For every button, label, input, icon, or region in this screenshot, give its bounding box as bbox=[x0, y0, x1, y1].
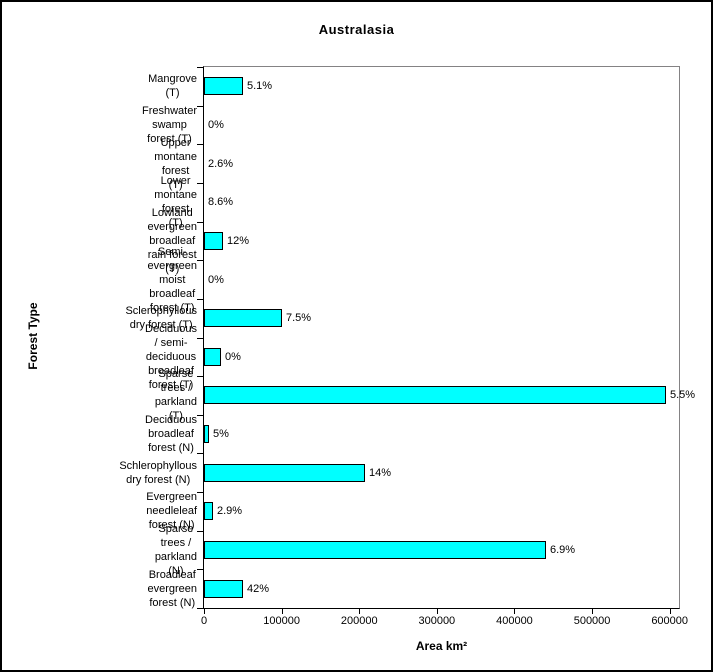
x-axis-tick-label: 0 bbox=[200, 615, 208, 627]
x-axis-tick bbox=[669, 608, 671, 614]
bar bbox=[204, 502, 213, 520]
category-label: Lowland evergreen broadleaf rain forest … bbox=[147, 206, 198, 275]
x-axis-tick-label: 200000 bbox=[340, 615, 378, 627]
bar-value-label: 0% bbox=[208, 274, 224, 286]
plot-area: Area km² 0 100000 200000 300000 400000 500000… bbox=[119, 66, 695, 653]
y-axis-tick bbox=[197, 338, 204, 339]
y-axis-tick bbox=[197, 492, 204, 493]
y-axis-tick bbox=[197, 531, 204, 532]
bar-value-label: 8.6% bbox=[208, 196, 234, 208]
y-axis-tick bbox=[197, 67, 204, 68]
category-label: Upper montane forest (T) bbox=[154, 136, 198, 191]
y-axis-tick bbox=[197, 453, 204, 454]
y-axis-tick bbox=[197, 260, 204, 261]
bar bbox=[204, 386, 666, 404]
x-axis-tick-label: 400000 bbox=[496, 615, 533, 627]
y-axis-tick bbox=[197, 106, 204, 107]
x-axis-tick bbox=[436, 608, 438, 614]
x-axis-tick bbox=[592, 608, 594, 614]
bar bbox=[204, 309, 282, 327]
y-axis-tick bbox=[197, 569, 204, 570]
chart-title: Australasia bbox=[318, 22, 395, 37]
category-label: Schlerophyllous dry forest (N) bbox=[119, 459, 197, 486]
y-axis-tick bbox=[197, 415, 204, 416]
category-label: Deciduous / semi-deciduous broadleaf for… bbox=[145, 322, 197, 391]
y-axis-tick bbox=[197, 144, 204, 145]
bar-value-label: 42% bbox=[247, 583, 270, 595]
bar bbox=[204, 541, 546, 559]
bar bbox=[204, 348, 221, 366]
y-axis-tick bbox=[197, 222, 204, 223]
x-axis-tick-label: 300000 bbox=[418, 615, 456, 627]
category-label: Evergreen needleleaf forest (N) bbox=[146, 491, 198, 532]
category-label: Mangrove (T) bbox=[148, 73, 197, 100]
y-axis-tick bbox=[197, 183, 204, 184]
category-label: Sparse trees / parkland (T) bbox=[154, 368, 198, 423]
y-axis-tick bbox=[197, 376, 204, 377]
bar bbox=[204, 425, 209, 443]
bar-value-label: 2.9% bbox=[217, 505, 243, 517]
bar bbox=[204, 580, 243, 598]
bar-value-label: 12% bbox=[227, 235, 250, 247]
x-axis-tick bbox=[281, 608, 283, 614]
bar-value-label: 14% bbox=[369, 467, 392, 479]
bar-value-label: 0% bbox=[208, 119, 224, 131]
x-axis-title: Area km² bbox=[415, 639, 468, 653]
x-axis-tick-label: 500000 bbox=[573, 615, 611, 627]
x-axis-tick bbox=[514, 608, 516, 614]
x-axis-tick-label: 100000 bbox=[263, 615, 300, 627]
bar bbox=[204, 232, 223, 250]
category-label: Lower montane forest (T) bbox=[154, 175, 198, 230]
category-label: Broadleaf evergreen forest (N) bbox=[147, 568, 198, 609]
bar-value-label: 2.6% bbox=[208, 158, 234, 170]
category-label: Sclerophyllous dry forest (T) bbox=[125, 305, 197, 332]
bar bbox=[204, 77, 243, 95]
bar bbox=[204, 464, 365, 482]
x-axis-tick-label: 600000 bbox=[651, 615, 689, 627]
bar-value-label: 5.5% bbox=[670, 389, 696, 401]
y-axis-title: Forest Type bbox=[26, 302, 40, 370]
bar-value-label: 5% bbox=[213, 428, 229, 440]
bar-value-label: 7.5% bbox=[286, 312, 312, 324]
x-axis-tick bbox=[359, 608, 361, 614]
y-axis-tick bbox=[197, 608, 204, 609]
category-label: Sparse trees / parkland (N) bbox=[154, 523, 198, 578]
bar-value-label: 6.9% bbox=[550, 544, 576, 556]
bar-value-label: 5.1% bbox=[247, 80, 273, 92]
y-axis-tick bbox=[197, 299, 204, 300]
bar-value-label: 0% bbox=[225, 351, 241, 363]
category-label: Semi-evergreen moist broadleaf forest (T… bbox=[147, 245, 198, 314]
category-label: Freshwater swamp forest (T) bbox=[141, 104, 197, 145]
category-label: Deciduous broadleaf forest (N) bbox=[145, 414, 197, 455]
x-axis-tick bbox=[204, 608, 205, 614]
